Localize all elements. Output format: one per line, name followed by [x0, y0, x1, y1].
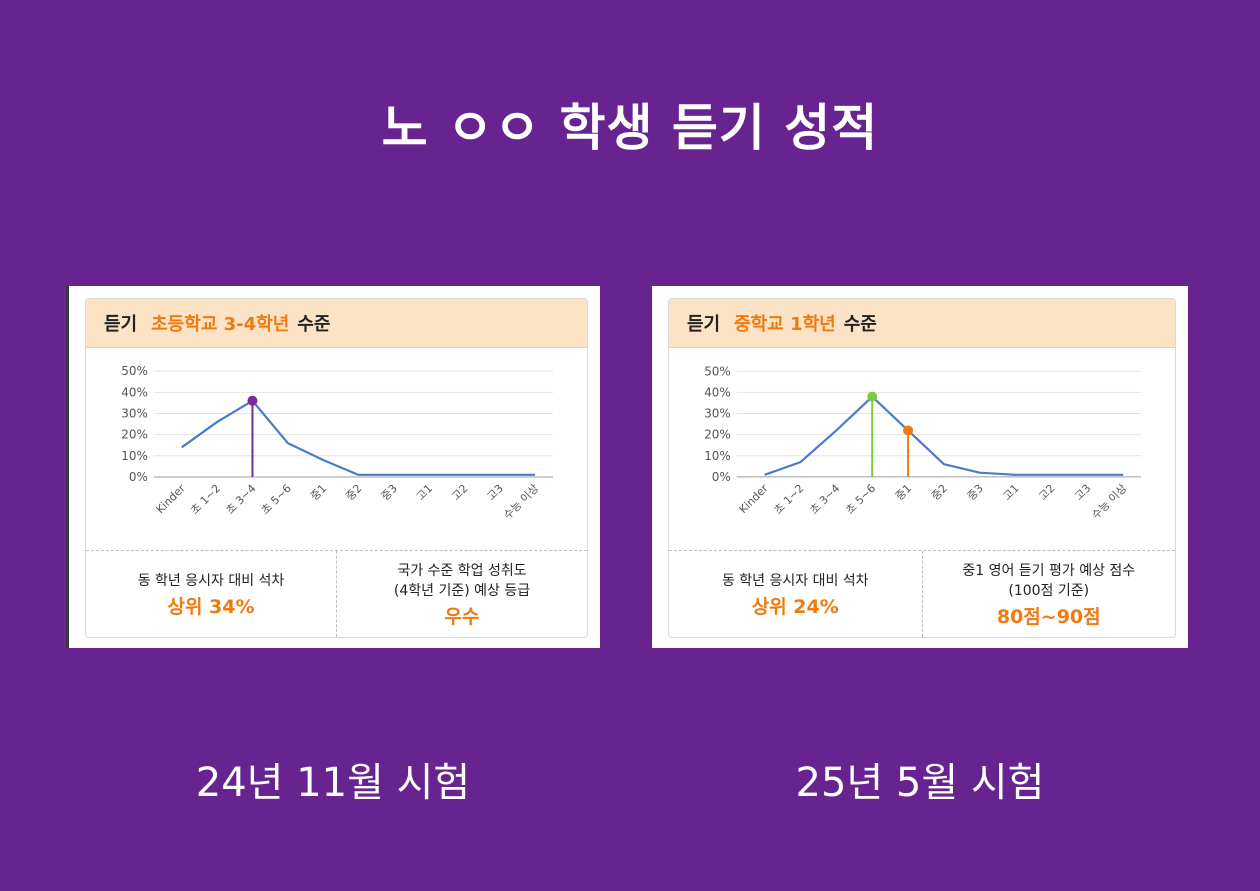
rank-label: 동 학년 응시자 대비 석차 — [137, 573, 285, 589]
card-frame: 듣기 중학교 1학년 수준 0% 10% 20% 30% 40% 50% Kinder 초 1… — [668, 298, 1176, 638]
x-tick-label: 중2 — [343, 482, 364, 503]
x-tick-label: 고2 — [1036, 482, 1057, 503]
header-suffix: 수준 — [843, 314, 877, 335]
y-tick-label: 20% — [704, 428, 731, 442]
x-tick-label: Kinder — [154, 482, 189, 517]
grade-cell: 국가 수준 학업 성취도 (4학년 기준) 예상 등급 우수 — [336, 551, 587, 637]
student-level-marker — [867, 391, 878, 402]
y-tick-label: 10% — [121, 449, 148, 463]
score-card-nov-24: 듣기 초등학교 3-4학년 수준 0% 10% 20% 30% 40% 50% Kinder… — [66, 286, 600, 648]
y-tick-label: 40% — [121, 385, 148, 399]
x-tick-label: 수능 이상 — [1089, 482, 1129, 522]
x-tick-label: 고2 — [449, 482, 470, 503]
header-prefix: 듣기 — [104, 314, 138, 335]
exam-caption-nov-24: 24년 11월 시험 — [195, 760, 471, 806]
grade-value: 우수 — [444, 606, 480, 628]
x-tick-label: 초 5~6 — [259, 482, 294, 517]
x-tick-label: 고3 — [485, 482, 506, 503]
header-prefix: 듣기 — [687, 314, 721, 335]
card-header: 듣기 중학교 1학년 수준 — [669, 299, 1175, 348]
y-tick-label: 40% — [704, 385, 731, 399]
rank-label: 동 학년 응시자 대비 석차 — [721, 573, 869, 589]
y-tick-label: 0% — [712, 470, 731, 484]
x-tick-label: 초 1~2 — [771, 482, 806, 517]
x-tick-label: 중3 — [965, 482, 986, 503]
x-tick-label: 초 1~2 — [188, 482, 223, 517]
x-tick-label: 초 3~4 — [223, 482, 258, 517]
grade-label: 국가 수준 학업 성취도 (4학년 기준) 예상 등급 — [393, 563, 531, 599]
x-tick-label: 고1 — [1001, 482, 1022, 503]
page-title: 노 ㅇㅇ 학생 듣기 성적 — [381, 99, 879, 157]
distribution-line — [764, 395, 1124, 476]
rank-cell: 동 학년 응시자 대비 석차 상위 24% — [669, 551, 922, 637]
y-tick-label: 10% — [704, 449, 731, 463]
card-footer: 동 학년 응시자 대비 석차 상위 34% 국가 수준 학업 성취도 (4학년 … — [86, 550, 587, 637]
y-tick-label: 30% — [121, 406, 148, 420]
x-tick-label: 초 5~6 — [843, 482, 878, 517]
y-tick-label: 30% — [704, 407, 731, 421]
y-tick-label: 20% — [121, 428, 148, 442]
y-tick-label: 0% — [129, 470, 148, 484]
x-tick-label: 중3 — [379, 482, 400, 503]
x-tick-label: 초 3~4 — [807, 482, 842, 517]
header-suffix: 수준 — [297, 314, 331, 335]
x-tick-label: 중1 — [893, 482, 914, 503]
rank-value: 상위 34% — [167, 596, 255, 618]
score-card-may-25: 듣기 중학교 1학년 수준 0% 10% 20% 30% 40% 50% Kinder 초 1… — [652, 286, 1188, 648]
x-tick-label: Kinder — [737, 481, 772, 516]
x-tick-label: 중2 — [929, 482, 950, 503]
card-footer: 동 학년 응시자 대비 석차 상위 24% 중1 영어 듣기 평가 예상 점수 … — [669, 550, 1175, 637]
level-distribution-chart: 0% 10% 20% 30% 40% 50% Kinder 초 1~2 초 3~4 초 5~6 중1… — [121, 364, 554, 522]
student-level-marker — [247, 395, 258, 406]
x-tick-label: 중1 — [308, 482, 329, 503]
x-tick-label: 고1 — [414, 482, 435, 503]
y-tick-label: 50% — [704, 364, 731, 378]
student-level-marker — [903, 425, 914, 436]
header-level: 초등학교 3-4학년 — [151, 314, 290, 335]
score-cell: 중1 영어 듣기 평가 예상 점수 (100점 기준) 80점~90점 — [921, 551, 1176, 637]
x-tick-label: 수능 이상 — [501, 482, 541, 522]
header-level: 중학교 1학년 — [734, 314, 836, 335]
score-value: 80점~90점 — [996, 606, 1101, 628]
x-tick-label: 고3 — [1072, 482, 1093, 503]
rank-value: 상위 24% — [751, 596, 839, 618]
card-header: 듣기 초등학교 3-4학년 수준 — [86, 299, 587, 348]
distribution-line — [181, 399, 536, 476]
card-frame: 듣기 초등학교 3-4학년 수준 0% 10% 20% 30% 40% 50% Kinder… — [85, 298, 588, 638]
score-label: 중1 영어 듣기 평가 예상 점수 (100점 기준) — [962, 563, 1136, 599]
y-tick-label: 50% — [121, 364, 148, 378]
rank-cell: 동 학년 응시자 대비 석차 상위 34% — [86, 551, 336, 637]
exam-caption-may-25: 25년 5월 시험 — [795, 760, 1045, 806]
level-distribution-chart: 0% 10% 20% 30% 40% 50% Kinder 초 1~2 초 3~4 초 5~6 중1… — [704, 364, 1142, 522]
